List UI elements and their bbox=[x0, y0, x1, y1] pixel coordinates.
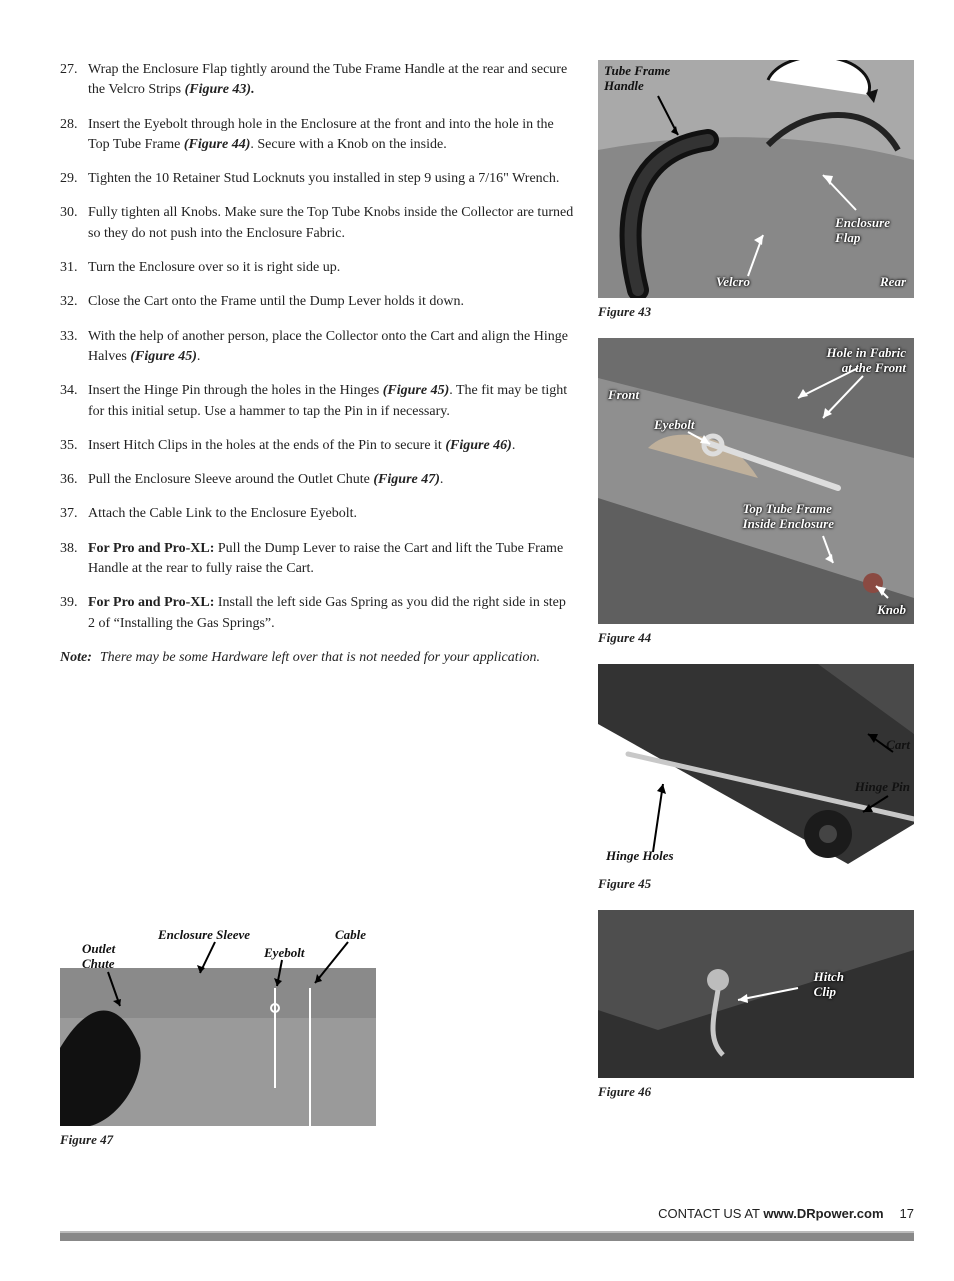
step-30: Fully tighten all Knobs. Make sure the T… bbox=[60, 203, 574, 244]
step-27-text: Wrap the Enclosure Flap tightly around t… bbox=[88, 62, 567, 97]
footer-bar bbox=[60, 1231, 914, 1241]
figure-45-caption: Figure 45 bbox=[598, 876, 914, 892]
figure-43: Tube FrameHandle EnclosureFlap Velcro Re… bbox=[598, 60, 914, 320]
step-27: Wrap the Enclosure Flap tightly around t… bbox=[60, 60, 574, 101]
figure-43-caption: Figure 43 bbox=[598, 304, 914, 320]
figure-44-image: Hole in Fabricat the Front Front Eyebolt… bbox=[598, 338, 914, 624]
step-30-text: Fully tighten all Knobs. Make sure the T… bbox=[88, 205, 573, 240]
step-36-post: . bbox=[440, 472, 444, 487]
step-38-bold: For Pro and Pro-XL: bbox=[88, 541, 214, 556]
figure-43-arrows bbox=[598, 60, 914, 298]
left-column: Wrap the Enclosure Flap tightly around t… bbox=[60, 60, 574, 1166]
step-34-text: Insert the Hinge Pin through the holes i… bbox=[88, 383, 383, 398]
figure-44-arrows bbox=[598, 338, 914, 624]
note: Note: There may be some Hardware left ov… bbox=[60, 648, 574, 668]
figure-47-caption: Figure 47 bbox=[60, 1132, 376, 1148]
step-39: For Pro and Pro-XL: Install the left sid… bbox=[60, 593, 574, 634]
step-28-figref: (Figure 44) bbox=[184, 137, 251, 152]
step-35-figref: (Figure 46) bbox=[445, 438, 512, 453]
step-33: With the help of another person, place t… bbox=[60, 327, 574, 368]
step-35: Insert Hitch Clips in the holes at the e… bbox=[60, 436, 574, 456]
note-body: There may be some Hardware left over tha… bbox=[100, 648, 574, 668]
step-31-text: Turn the Enclosure over so it is right s… bbox=[88, 260, 340, 275]
step-34: Insert the Hinge Pin through the holes i… bbox=[60, 381, 574, 422]
figure-46-arrows bbox=[598, 910, 914, 1078]
step-28-post: . Secure with a Knob on the inside. bbox=[250, 137, 446, 152]
figure-46-image: HitchClip bbox=[598, 910, 914, 1078]
figure-46: HitchClip Figure 46 bbox=[598, 910, 914, 1100]
step-29-text: Tighten the 10 Retainer Stud Locknuts yo… bbox=[88, 171, 559, 186]
note-label: Note: bbox=[60, 648, 92, 668]
step-37: Attach the Cable Link to the Enclosure E… bbox=[60, 504, 574, 524]
step-33-post: . bbox=[197, 349, 201, 364]
step-36-text: Pull the Enclosure Sleeve around the Out… bbox=[88, 472, 373, 487]
figure-43-image: Tube FrameHandle EnclosureFlap Velcro Re… bbox=[598, 60, 914, 298]
step-38: For Pro and Pro-XL: Pull the Dump Lever … bbox=[60, 539, 574, 580]
right-column: Tube FrameHandle EnclosureFlap Velcro Re… bbox=[598, 60, 914, 1166]
step-37-text: Attach the Cable Link to the Enclosure E… bbox=[88, 506, 357, 521]
figure-46-caption: Figure 46 bbox=[598, 1084, 914, 1100]
step-36-figref: (Figure 47) bbox=[373, 472, 440, 487]
footer: CONTACT US AT www.DRpower.com 17 bbox=[60, 1206, 914, 1221]
step-31: Turn the Enclosure over so it is right s… bbox=[60, 258, 574, 278]
page: Wrap the Enclosure Flap tightly around t… bbox=[0, 0, 954, 1281]
step-29: Tighten the 10 Retainer Stud Locknuts yo… bbox=[60, 169, 574, 189]
step-27-figref: (Figure 43). bbox=[185, 82, 255, 97]
step-39-bold: For Pro and Pro-XL: bbox=[88, 595, 214, 610]
step-35-post: . bbox=[512, 438, 516, 453]
figure-47: Enclosure Sleeve Eyebolt Cable OutletChu… bbox=[60, 928, 376, 1148]
figure-47-arrows bbox=[60, 928, 376, 1126]
figure-47-image: Enclosure Sleeve Eyebolt Cable OutletChu… bbox=[60, 928, 376, 1126]
figure-45-arrows bbox=[598, 664, 914, 870]
step-33-figref: (Figure 45) bbox=[130, 349, 197, 364]
figure-44-caption: Figure 44 bbox=[598, 630, 914, 646]
figure-45-image: Cart Hinge Pin Hinge Holes bbox=[598, 664, 914, 870]
instruction-list: Wrap the Enclosure Flap tightly around t… bbox=[60, 60, 574, 634]
step-32: Close the Cart onto the Frame until the … bbox=[60, 292, 574, 312]
step-35-text: Insert Hitch Clips in the holes at the e… bbox=[88, 438, 445, 453]
step-32-text: Close the Cart onto the Frame until the … bbox=[88, 294, 464, 309]
step-34-figref: (Figure 45) bbox=[383, 383, 450, 398]
footer-url: www.DRpower.com bbox=[763, 1206, 883, 1221]
step-36: Pull the Enclosure Sleeve around the Out… bbox=[60, 470, 574, 490]
figure-45: Cart Hinge Pin Hinge Holes Figure 45 bbox=[598, 664, 914, 892]
footer-contact: CONTACT US AT bbox=[658, 1206, 763, 1221]
step-28: Insert the Eyebolt through hole in the E… bbox=[60, 115, 574, 156]
two-column-layout: Wrap the Enclosure Flap tightly around t… bbox=[60, 60, 914, 1166]
figure-44: Hole in Fabricat the Front Front Eyebolt… bbox=[598, 338, 914, 646]
footer-page: 17 bbox=[900, 1206, 914, 1221]
